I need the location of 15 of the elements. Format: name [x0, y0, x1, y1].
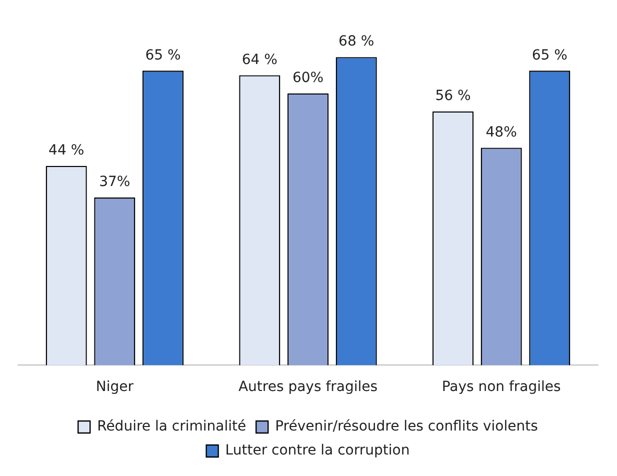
x-tick-label: Niger [96, 379, 134, 396]
data-label: 65 % [532, 47, 568, 64]
x-tick-label: Autres pays fragiles [238, 379, 378, 396]
data-label: 37% [99, 174, 130, 190]
data-label: 64 % [242, 52, 278, 68]
legend-label: Lutter contre la corruption [225, 442, 410, 459]
data-label: 56 % [435, 88, 471, 104]
legend-label: Réduire la criminalité [97, 418, 246, 435]
data-label: 65 % [145, 47, 181, 64]
data-label: 44 % [48, 142, 84, 158]
data-label: 68 % [338, 34, 374, 50]
legend-label: Prévenir/résoudre les conflits violents [275, 418, 538, 435]
data-label: 48% [486, 124, 517, 140]
x-tick-label: Pays non fragiles [442, 379, 561, 396]
data-label: 60% [292, 70, 324, 86]
